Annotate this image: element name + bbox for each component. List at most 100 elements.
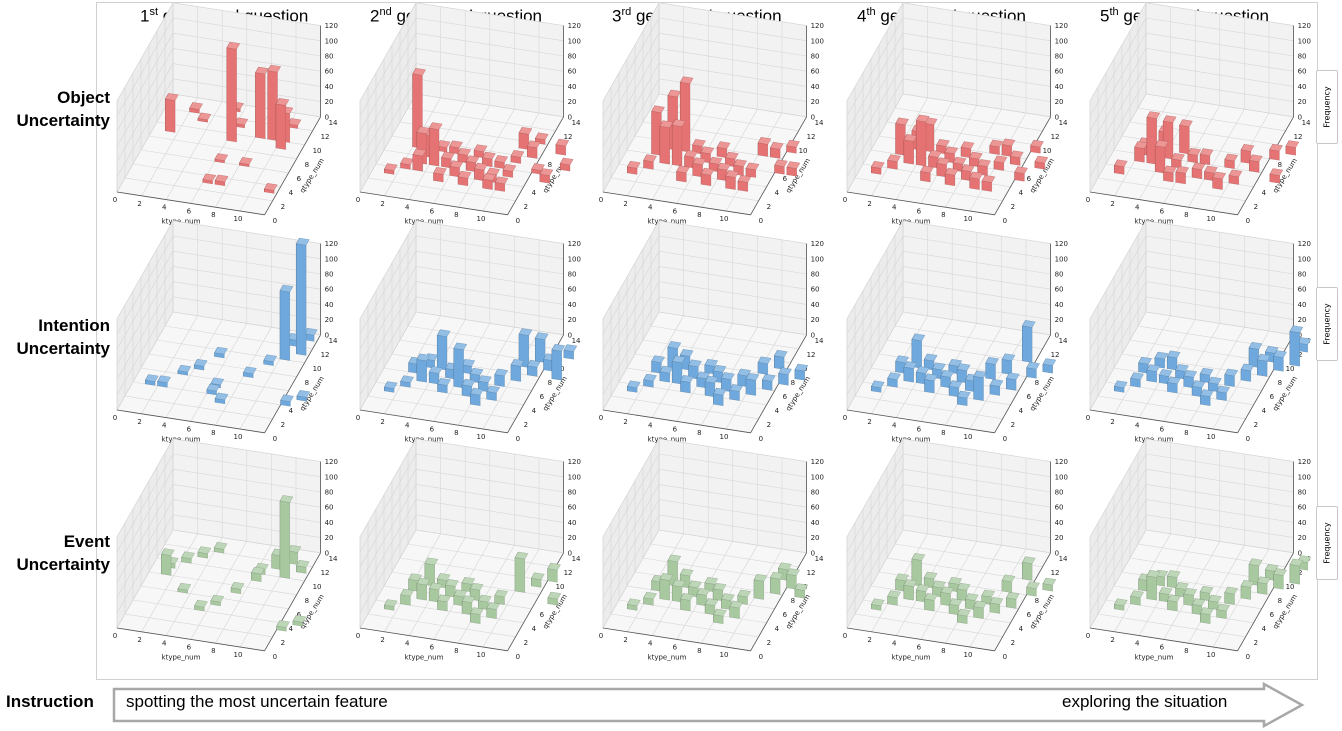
bar-top — [948, 577, 963, 585]
bar-top — [923, 353, 938, 362]
bar — [1167, 376, 1181, 394]
bar-top — [264, 183, 278, 191]
z-tick-label: 80 — [1298, 489, 1307, 497]
z-tick-label: 20 — [1298, 98, 1307, 106]
bar — [177, 582, 192, 594]
bar-top — [474, 162, 488, 171]
bar-front — [700, 173, 712, 186]
bar-top — [627, 161, 641, 169]
gridline — [846, 484, 904, 583]
bar — [1187, 147, 1202, 164]
gridline — [1089, 311, 1147, 411]
bar-front — [989, 384, 1000, 396]
bar-top — [428, 366, 443, 374]
gridline — [359, 469, 417, 568]
y-axis-label: qtype_num — [1271, 375, 1299, 413]
bar-front — [416, 359, 427, 383]
x-tick-label: 4 — [405, 204, 410, 212]
gridline — [602, 17, 660, 117]
bar-top — [757, 356, 772, 365]
bar — [1014, 166, 1028, 182]
z-tick-label: 120 — [811, 240, 824, 248]
gridline — [116, 220, 174, 319]
bar-top — [1175, 364, 1189, 372]
bar-front — [924, 379, 935, 394]
bar-top — [684, 150, 698, 158]
x-tick-label: 6 — [673, 643, 678, 651]
bar-top — [161, 548, 175, 556]
bar-top — [436, 140, 451, 148]
bar-top — [461, 577, 476, 585]
bar-top — [895, 355, 909, 363]
z-tick-label: 60 — [325, 68, 334, 76]
bar-front — [494, 374, 505, 387]
bar-top — [547, 591, 562, 600]
z-tick-label: 120 — [1055, 458, 1068, 466]
y-tick-label: 4 — [775, 407, 780, 415]
bar — [1191, 380, 1206, 397]
bar-top — [1167, 594, 1181, 603]
bar — [1248, 341, 1263, 368]
bar-top — [1042, 358, 1057, 366]
x-tick-label: 2 — [623, 200, 627, 208]
y-tick-label: 2 — [767, 203, 771, 211]
bar-front — [1257, 582, 1268, 595]
bar — [915, 365, 930, 385]
bar — [1179, 118, 1193, 155]
z-tick-label: 0 — [1298, 113, 1302, 121]
z-tick-label: 100 — [811, 255, 824, 263]
row-label-intention: Intention Uncertainty — [0, 314, 110, 360]
bar — [733, 158, 747, 176]
bar-top — [482, 151, 496, 160]
bar-top — [279, 284, 294, 293]
bar-top — [457, 170, 472, 179]
z-tick-label: 80 — [811, 53, 820, 61]
bar-front — [770, 147, 781, 159]
frequency-label-box: Frequency — [1316, 70, 1338, 144]
plots-grid: 0 2 4 6 8 10 02468101214020406080100120ktype_n… — [113, 1, 1312, 662]
z-tick-label: 100 — [811, 37, 824, 45]
chart-panel: 024681002468101214020406080100120ktype_n… — [356, 1, 581, 226]
bar-top — [234, 117, 249, 126]
bar — [753, 573, 768, 600]
bar-top — [1212, 171, 1226, 180]
gridline — [602, 453, 660, 553]
bar-front — [1179, 124, 1190, 155]
y-tick-label: 6 — [540, 611, 545, 619]
x-tick-label: 4 — [405, 640, 410, 648]
z-tick-label: 120 — [568, 240, 581, 248]
bar-front — [745, 378, 756, 396]
z-tick-label: 0 — [1055, 113, 1059, 121]
bar — [1167, 594, 1181, 612]
x-tick-label: 2 — [380, 200, 384, 208]
z-tick-label: 20 — [1055, 98, 1064, 106]
gridline — [1089, 235, 1147, 335]
bar-top — [1001, 353, 1016, 361]
bar — [957, 390, 971, 406]
gridline — [165, 101, 223, 200]
bar — [692, 157, 707, 178]
bar — [276, 619, 290, 632]
bar-top — [911, 333, 926, 342]
bar — [494, 176, 509, 192]
z-tick-label: 100 — [1298, 473, 1311, 481]
bar-top — [671, 355, 686, 363]
gridline — [610, 177, 759, 202]
bar-front — [713, 393, 724, 406]
bar-front — [1240, 369, 1251, 382]
bar-top — [936, 157, 951, 165]
gridline — [846, 514, 904, 613]
x-axis-label: ktype_num — [1135, 654, 1174, 662]
gridline — [415, 93, 564, 118]
y-tick-label: 4 — [289, 625, 294, 633]
bar-top — [989, 139, 1003, 148]
bar — [786, 139, 800, 154]
bar-front — [778, 373, 789, 386]
x-tick-label: 2 — [1110, 200, 1114, 208]
bar-front — [1249, 160, 1260, 173]
gridline — [854, 395, 1003, 420]
gridline — [894, 543, 1043, 568]
bar — [770, 141, 784, 159]
bar — [1006, 591, 1020, 609]
bar-top — [679, 349, 694, 357]
